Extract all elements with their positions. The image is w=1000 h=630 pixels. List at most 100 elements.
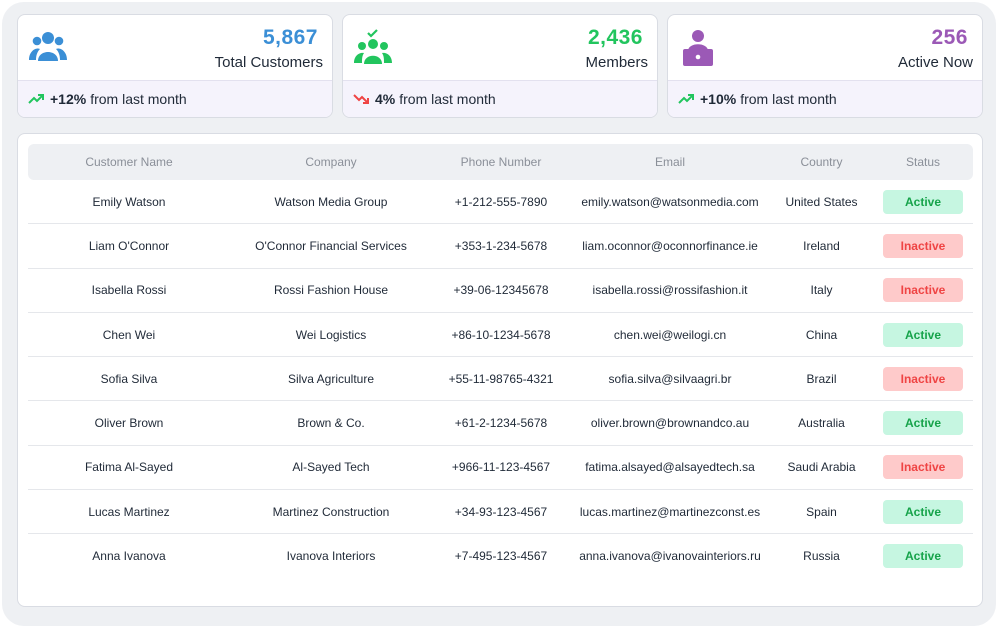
- country-cell: China: [770, 312, 873, 358]
- customer-name-cell: Emily Watson: [28, 180, 230, 225]
- company-cell: Martinez Construction: [230, 489, 432, 535]
- table-header-row: Customer Name Company Phone Number Email…: [28, 144, 973, 180]
- status-badge: Active: [883, 322, 963, 347]
- table-row[interactable]: Fatima Al-Sayed Al-Sayed Tech +966-11-123-…: [28, 445, 973, 491]
- status-cell: Inactive: [873, 356, 973, 402]
- company-cell: Rossi Fashion House: [230, 268, 432, 313]
- country-cell: Ireland: [770, 223, 873, 269]
- email-cell: lucas.martinez@martinezconst.es: [570, 489, 770, 535]
- phone-cell: +61-2-1234-5678: [432, 400, 570, 446]
- phone-cell: +966-11-123-4567: [432, 445, 570, 491]
- active-now-label: Active Now: [897, 54, 973, 71]
- country-cell: Italy: [770, 268, 873, 313]
- company-cell: Al-Sayed Tech: [230, 445, 432, 491]
- email-cell: chen.wei@weilogi.cn: [570, 312, 770, 358]
- company-cell: Watson Media Group: [230, 180, 432, 225]
- company-cell: Wei Logistics: [230, 312, 432, 358]
- phone-cell: +86-10-1234-5678: [432, 312, 570, 358]
- active-now-value: 256: [931, 26, 968, 49]
- company-cell: Ivanova Interiors: [286, 549, 376, 564]
- phone-cell: +1-212-555-7890: [432, 180, 570, 225]
- customers-table: Customer Name Company Phone Number Email…: [28, 144, 973, 578]
- status-badge: Inactive: [883, 455, 963, 480]
- country-cell: Saudi Arabia: [770, 445, 873, 491]
- trend-up-icon: [28, 94, 44, 104]
- customer-name-cell: Oliver Brown: [28, 400, 230, 446]
- company-cell: O'Connor Financial Services: [230, 223, 432, 269]
- table-row[interactable]: Sofia Silva Silva Agriculture +55-11-98765…: [28, 356, 973, 402]
- phone-cell: +39-06-12345678: [432, 268, 570, 313]
- members-label: Members: [585, 54, 648, 71]
- column-header-company[interactable]: Company: [230, 144, 432, 180]
- phone-cell: +353-1-234-5678: [432, 223, 570, 269]
- company-cell: Brown & Co.: [230, 400, 432, 446]
- table-row[interactable]: Liam O'Connor O'Connor Financial Services…: [28, 223, 973, 269]
- email-cell: anna.ivanova@ivanovainteriors.ru: [579, 549, 761, 564]
- active-now-change: +10%: [700, 91, 737, 107]
- status-cell: Active: [873, 180, 973, 225]
- status-badge: Inactive: [883, 278, 963, 303]
- status-badge: Inactive: [883, 233, 963, 258]
- status-cell: Inactive: [873, 223, 973, 269]
- active-now-change-text: from last month: [740, 91, 837, 107]
- status-cell: Active: [873, 312, 973, 358]
- column-header-customer-name[interactable]: Customer Name: [28, 144, 230, 180]
- email-cell: isabella.rossi@rossifashion.it: [570, 268, 770, 313]
- column-header-country[interactable]: Country: [770, 144, 873, 180]
- status-cell: Inactive: [873, 445, 973, 491]
- members-check-icon: [354, 29, 392, 64]
- status-cell: Active: [873, 534, 973, 578]
- customer-name-cell: Liam O'Connor: [28, 223, 230, 269]
- column-header-status[interactable]: Status: [873, 144, 973, 180]
- customer-name-cell: Isabella Rossi: [28, 268, 230, 313]
- table-row[interactable]: Oliver Brown Brown & Co. +61-2-1234-5678 ol…: [28, 400, 973, 446]
- total-customers-change-text: from last month: [90, 91, 187, 107]
- user-laptop-icon: [683, 30, 713, 66]
- phone-cell: +55-11-98765-4321: [432, 356, 570, 402]
- members-trend: 4% from last month: [343, 80, 657, 117]
- email-cell: fatima.alsayed@alsayedtech.sa: [570, 445, 770, 491]
- table-row[interactable]: Lucas Martinez Martinez Construction +34-9…: [28, 489, 973, 535]
- table-row[interactable]: Anna Ivanova Ivanova Interiors +7-495-123-…: [28, 534, 973, 578]
- table-row[interactable]: Isabella Rossi Rossi Fashion House +39-06-…: [28, 268, 973, 313]
- customer-name-cell: Fatima Al-Sayed: [28, 445, 230, 491]
- customer-name-cell: Sofia Silva: [28, 356, 230, 402]
- email-cell: emily.watson@watsonmedia.com: [570, 180, 770, 225]
- company-cell: Silva Agriculture: [230, 356, 432, 402]
- customer-name-cell: Lucas Martinez: [28, 489, 230, 535]
- trend-up-icon: [678, 94, 694, 104]
- total-customers-trend: +12% from last month: [18, 80, 332, 117]
- users-icon: [29, 32, 67, 61]
- table-body: Emily Watson Watson Media Group +1-212-555…: [28, 180, 973, 578]
- status-cell: Active: [873, 489, 973, 535]
- stat-card-members: 2,436 Members 4% from last month: [342, 14, 658, 118]
- total-customers-value: 5,867: [262, 26, 318, 49]
- table-row[interactable]: Emily Watson Watson Media Group +1-212-555…: [28, 180, 973, 225]
- table-row[interactable]: Chen Wei Wei Logistics +86-10-1234-5678 che…: [28, 312, 973, 358]
- phone-cell: +7-495-123-4567: [454, 549, 548, 564]
- members-value: 2,436: [587, 26, 643, 49]
- active-now-trend: +10% from last month: [668, 80, 982, 117]
- customers-table-panel: Customer Name Company Phone Number Email…: [17, 133, 983, 607]
- country-cell: Australia: [770, 400, 873, 446]
- status-badge: Inactive: [883, 366, 963, 391]
- status-cell: Active: [873, 400, 973, 446]
- column-header-phone-number[interactable]: Phone Number: [432, 144, 570, 180]
- status-badge: Active: [883, 189, 963, 214]
- column-header-email[interactable]: Email: [570, 144, 770, 180]
- customer-name-cell: Anna Ivanova: [92, 549, 166, 564]
- status-badge: Active: [883, 411, 963, 436]
- status-badge: Active: [883, 544, 963, 569]
- total-customers-change: +12%: [50, 91, 87, 107]
- phone-cell: +34-93-123-4567: [432, 489, 570, 535]
- status-cell: Inactive: [873, 268, 973, 313]
- country-cell: Russia: [803, 549, 840, 564]
- status-badge: Active: [883, 499, 963, 524]
- customer-name-cell: Chen Wei: [28, 312, 230, 358]
- stat-card-active-now: 256 Active Now +10% from last month: [667, 14, 983, 118]
- email-cell: sofia.silva@silvaagri.br: [570, 356, 770, 402]
- stat-card-total-customers: 5,867 Total Customers +12% from last mon…: [17, 14, 333, 118]
- country-cell: Brazil: [770, 356, 873, 402]
- members-change-text: from last month: [399, 91, 496, 107]
- email-cell: oliver.brown@brownandco.au: [570, 400, 770, 446]
